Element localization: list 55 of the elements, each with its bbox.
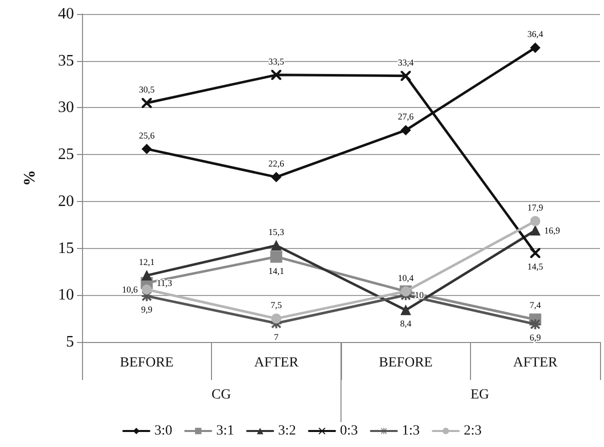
data-label: 7 (274, 332, 279, 342)
y-tick-label: 30 (58, 99, 74, 116)
point (271, 314, 282, 324)
y-tick-label: 5 (66, 334, 74, 350)
point (142, 270, 152, 280)
data-label: 12,1 (138, 256, 155, 267)
data-label: 33,5 (268, 56, 285, 66)
legend-label: 3:1 (216, 424, 234, 438)
point (142, 144, 152, 154)
data-label: 8,4 (400, 318, 412, 329)
data-label: 25,6 (138, 130, 156, 140)
data-label: 11,3 (156, 278, 173, 288)
legend-label: 3:2 (278, 424, 296, 438)
y-tick-label: 40 (58, 6, 74, 22)
y-tick-label: 35 (58, 52, 74, 70)
point (530, 225, 540, 236)
data-label: 33,4 (398, 57, 414, 68)
x-tick-label: BEFORE (378, 356, 433, 370)
data-label: 16,9 (544, 225, 560, 236)
y-axis-title: % (22, 170, 38, 186)
data-label: 36,4 (527, 29, 544, 40)
point (271, 240, 282, 250)
data-label: 14,1 (268, 266, 284, 276)
legend-label: 1:3 (402, 424, 420, 438)
data-label: 10,4 (398, 272, 414, 283)
x-tick-label: AFTER (513, 356, 558, 370)
data-label: 17,9 (527, 202, 544, 213)
data-label: 15,3 (268, 226, 285, 237)
point (271, 172, 282, 182)
point (400, 125, 411, 136)
legend-label: 2:3 (464, 424, 482, 438)
data-label: 7,4 (530, 300, 542, 310)
x-tick-label: BEFORE (120, 356, 174, 370)
point (142, 284, 152, 295)
text: CG (212, 388, 231, 402)
y-tick-label: 20 (58, 192, 74, 210)
data-label: 10,6 (122, 284, 138, 295)
data-label: 14,5 (527, 261, 544, 272)
legend-label: 3:0 (154, 424, 172, 438)
data-label: 6,9 (530, 332, 542, 343)
data-label: 30,5 (138, 84, 156, 95)
y-tick-label: 10 (58, 286, 74, 304)
data-label: 22,6 (268, 158, 285, 169)
x-tick-label: AFTER (254, 356, 300, 370)
point (270, 250, 282, 263)
point (530, 216, 540, 226)
y-tick-label: 15 (58, 240, 74, 257)
point (530, 42, 540, 53)
data-label: 7,5 (270, 300, 282, 310)
y-tick-label: 25 (58, 146, 74, 164)
data-label: 9,9 (141, 304, 153, 315)
point (400, 305, 411, 316)
legend-label: 0:3 (340, 424, 358, 438)
text: EG (470, 388, 490, 402)
data-label: 27,6 (398, 112, 414, 122)
